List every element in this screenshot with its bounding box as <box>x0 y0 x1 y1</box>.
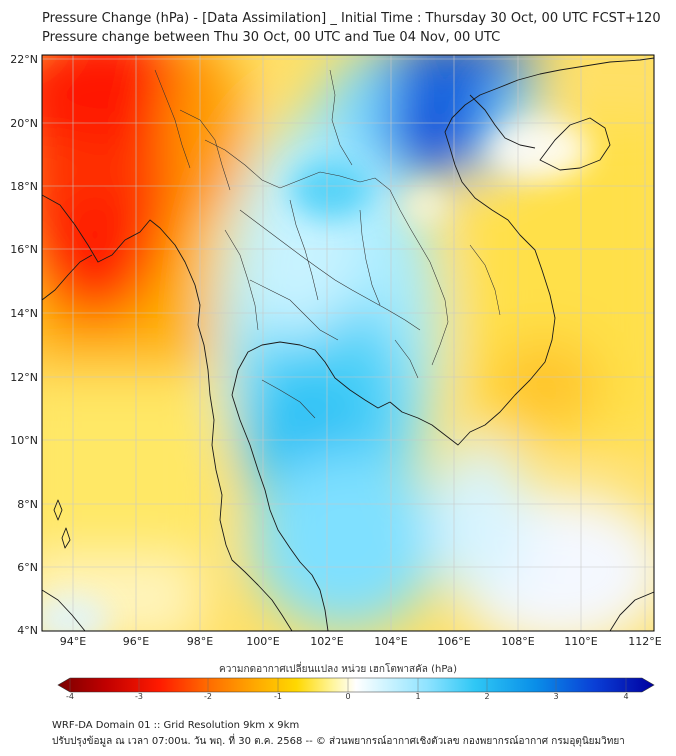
colorbar-tick: 4 <box>623 692 629 701</box>
colorbar-title: ความกดอากาศเปลี่ยนแปลง หน่วย เฮกโตพาสคัล… <box>219 664 457 675</box>
lon-label: 112°E <box>628 635 661 648</box>
lon-label: 106°E <box>437 635 470 648</box>
lat-label: 10°N <box>10 434 38 447</box>
colorbar-tick: -2 <box>204 692 212 701</box>
lat-label: 14°N <box>10 307 38 320</box>
lon-label: 108°E <box>501 635 534 648</box>
latitude-labels: 22°N 20°N 18°N 16°N 14°N 12°N 10°N 8°N 6… <box>10 53 38 637</box>
lon-label: 110°E <box>564 635 597 648</box>
lat-label: 20°N <box>10 117 38 130</box>
longitude-labels: 94°E 96°E 98°E 100°E 102°E 104°E 106°E 1… <box>60 635 662 648</box>
pressure-field <box>42 55 654 631</box>
colorbar-tick: -1 <box>274 692 282 701</box>
lat-label: 22°N <box>10 53 38 66</box>
coastlines <box>42 57 654 631</box>
lat-label: 16°N <box>10 243 38 256</box>
lat-label: 6°N <box>17 561 38 574</box>
lon-label: 98°E <box>187 635 213 648</box>
lon-label: 102°E <box>310 635 343 648</box>
lon-label: 96°E <box>123 635 149 648</box>
colorbar-tick: -4 <box>66 692 74 701</box>
lon-label: 94°E <box>60 635 86 648</box>
footer-update-info: ปรับปรุงข้อมูล ณ เวลา 07:00น. วัน พฤ. ที… <box>52 736 625 747</box>
lon-label: 100°E <box>246 635 279 648</box>
colorbar-ticklines <box>69 678 627 692</box>
gridlines <box>42 55 654 631</box>
map-subtitle: Pressure change between Thu 30 Oct, 00 U… <box>42 30 501 45</box>
lat-label: 4°N <box>17 624 38 637</box>
colorbar-gradient <box>57 677 655 693</box>
lat-label: 8°N <box>17 498 38 511</box>
internal-borders <box>154 69 501 419</box>
colorbar <box>57 677 655 693</box>
colorbar-tick: -3 <box>135 692 143 701</box>
footer-model-info: WRF-DA Domain 01 :: Grid Resolution 9km … <box>52 720 300 731</box>
colorbar-tick: 3 <box>553 692 559 701</box>
colorbar-tick: 0 <box>345 692 351 701</box>
colorbar-tick: 2 <box>484 692 490 701</box>
lat-label: 12°N <box>10 371 38 384</box>
map-title: Pressure Change (hPa) - [Data Assimilati… <box>42 11 661 26</box>
map-border <box>41 54 655 632</box>
lat-label: 18°N <box>10 180 38 193</box>
colorbar-tick: 1 <box>415 692 421 701</box>
lon-label: 104°E <box>374 635 407 648</box>
